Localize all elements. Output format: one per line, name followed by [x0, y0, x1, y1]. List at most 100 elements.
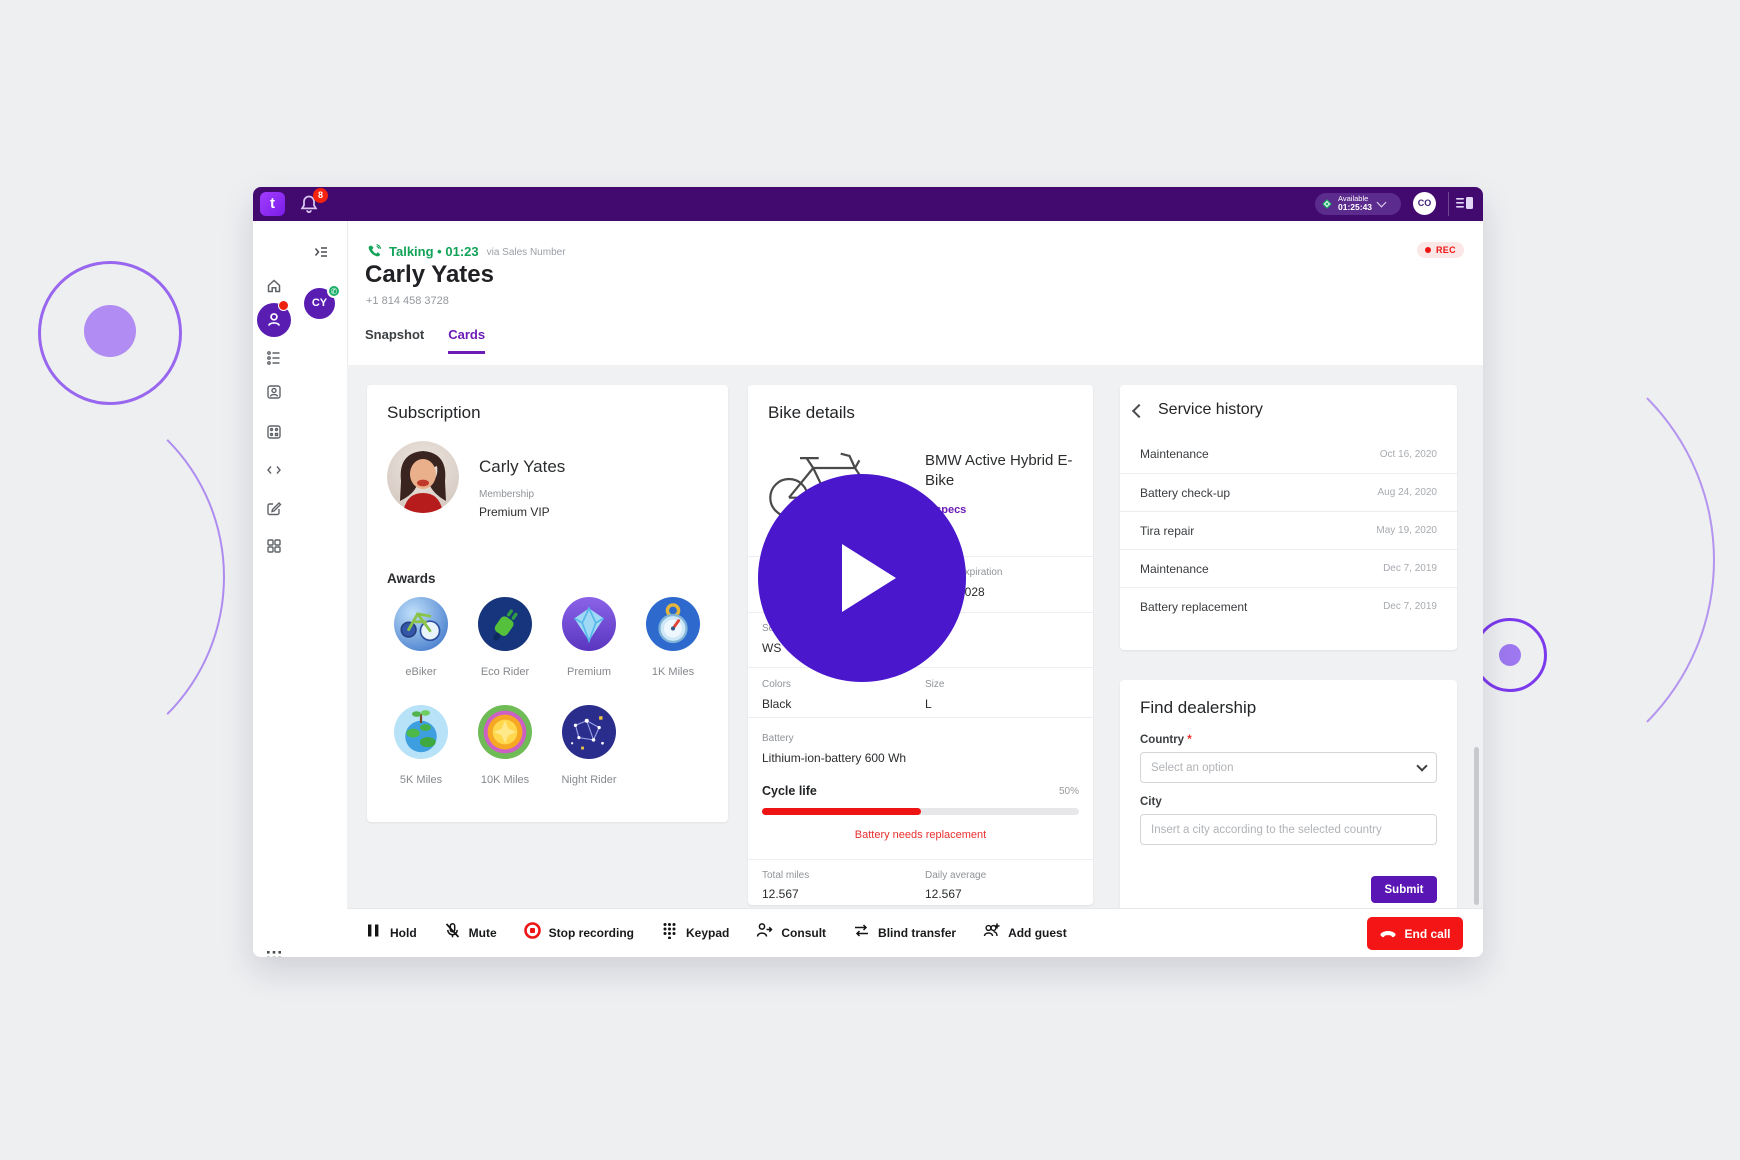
- size-label: Size: [925, 679, 945, 690]
- service-history-list: Maintenance Oct 16, 2020 Battery check-u…: [1120, 435, 1457, 625]
- award-5k-miles: 5K Miles: [379, 705, 463, 813]
- service-history-title: Service history: [1158, 401, 1263, 418]
- eco-rider-badge-icon: [478, 597, 532, 656]
- service-history-row: Battery check-up Aug 24, 2020: [1120, 473, 1457, 511]
- stop-recording-icon: [523, 922, 541, 944]
- ebiker-badge-icon: [394, 597, 448, 656]
- service-history-row: Maintenance Oct 16, 2020: [1140, 447, 1437, 461]
- country-select[interactable]: Select an option: [1140, 752, 1437, 783]
- call-state: Talking: [389, 244, 434, 259]
- call-status-row: Talking • 01:23 via Sales Number: [367, 244, 566, 259]
- service-history-row: Battery replacement Dec 7, 2019: [1120, 587, 1457, 625]
- dashboard-icon[interactable]: [266, 424, 282, 440]
- end-call-label: End call: [1404, 926, 1451, 941]
- find-dealership-card: Find dealership Country * Select an opti…: [1120, 680, 1457, 908]
- app-launcher-icon[interactable]: [266, 950, 282, 957]
- contact-name: Carly Yates: [365, 261, 494, 288]
- customer-photo: [387, 441, 459, 513]
- notifications-bell-icon[interactable]: [299, 194, 319, 214]
- topbar-divider: [1448, 192, 1449, 216]
- award-ebiker: eBiker: [379, 597, 463, 705]
- add-guest-button[interactable]: Add guest: [983, 922, 1067, 944]
- cycle-life-progress-fill: [762, 808, 921, 815]
- vertical-scrollbar[interactable]: [1474, 747, 1479, 905]
- divider: [748, 667, 1093, 668]
- blind-transfer-icon: [853, 922, 870, 944]
- apps-icon[interactable]: [266, 538, 282, 554]
- rec-label: REC: [1436, 245, 1456, 255]
- contact-tabs: Snapshot Cards: [365, 327, 486, 354]
- decor-dot-left: [84, 305, 136, 357]
- consult-icon: [756, 922, 773, 944]
- compose-icon[interactable]: [266, 500, 282, 516]
- expand-panel-icon[interactable]: [313, 244, 329, 260]
- conversations-badge: [278, 300, 289, 311]
- end-call-button[interactable]: End call: [1367, 917, 1463, 950]
- cycle-life-label: Cycle life: [762, 784, 817, 798]
- tab-cards[interactable]: Cards: [448, 327, 486, 354]
- back-chevron-icon[interactable]: [1131, 403, 1147, 419]
- play-button[interactable]: [758, 474, 966, 682]
- city-input[interactable]: [1140, 814, 1437, 845]
- serial-value: WS: [762, 641, 782, 655]
- award-night-rider: Night Rider: [547, 705, 631, 813]
- battery-label: Battery: [762, 733, 794, 744]
- cycle-life-progressbar: [762, 808, 1079, 815]
- home-icon[interactable]: [266, 278, 282, 294]
- 1k-miles-badge-icon: [646, 597, 700, 656]
- contact-phone: +1 814 458 3728: [366, 295, 449, 307]
- call-timer: 01:23: [445, 244, 479, 259]
- play-icon: [842, 544, 896, 612]
- conversation-rail: [300, 221, 347, 957]
- award-eco-rider: Eco Rider: [463, 597, 547, 705]
- call-control-bar: Hold Mute Stop recording Keypad Consult …: [347, 908, 1483, 957]
- battery-value: Lithium-ion-battery 600 Wh: [762, 751, 907, 765]
- divider: [748, 859, 1093, 860]
- award-1k-miles: 1K Miles: [631, 597, 715, 705]
- daily-average-value: 12.567: [925, 887, 962, 901]
- queue-list-icon[interactable]: [266, 350, 282, 366]
- end-call-phone-icon: [1379, 925, 1397, 943]
- mute-mic-icon: [444, 922, 461, 944]
- blind-transfer-button[interactable]: Blind transfer: [853, 922, 956, 944]
- consult-button[interactable]: Consult: [756, 922, 826, 944]
- status-available-icon: [1320, 197, 1334, 211]
- decor-arc-left: [0, 382, 225, 772]
- required-marker: *: [1187, 734, 1192, 746]
- decor-dot-right: [1499, 644, 1521, 666]
- stop-recording-button[interactable]: Stop recording: [523, 922, 634, 944]
- side-panel-toggle-icon[interactable]: [1456, 196, 1474, 211]
- mute-button[interactable]: Mute: [444, 922, 497, 944]
- on-call-phone-badge: ✆: [327, 284, 341, 298]
- award-premium: Premium: [547, 597, 631, 705]
- user-avatar[interactable]: CO: [1413, 192, 1436, 215]
- expiration-label: Expiration: [958, 567, 1003, 578]
- hold-button[interactable]: Hold: [365, 922, 417, 944]
- keypad-button[interactable]: Keypad: [661, 922, 729, 944]
- app-logo-icon[interactable]: t: [260, 192, 285, 216]
- rec-dot-icon: [1425, 247, 1431, 253]
- hold-icon: [365, 922, 382, 944]
- call-separator: •: [437, 244, 442, 259]
- recording-badge: REC: [1417, 242, 1464, 258]
- keypad-icon: [661, 922, 678, 944]
- contacts-icon[interactable]: [266, 384, 282, 400]
- night-rider-badge-icon: [562, 705, 616, 764]
- awards-title: Awards: [387, 571, 436, 586]
- battery-warning: Battery needs replacement: [854, 829, 987, 841]
- service-history-row: Maintenance Dec 7, 2019: [1120, 549, 1457, 587]
- talking-phone-icon: [367, 244, 382, 259]
- membership-label: Membership: [479, 489, 535, 500]
- service-history-card: Service history Maintenance Oct 16, 2020…: [1120, 385, 1457, 650]
- submit-button[interactable]: Submit: [1371, 876, 1437, 903]
- agent-status-selector[interactable]: Available 01:25:43: [1315, 193, 1401, 215]
- size-value: L: [925, 697, 932, 711]
- call-via: via Sales Number: [486, 247, 566, 258]
- tab-snapshot[interactable]: Snapshot: [365, 327, 425, 342]
- awards-grid: eBiker Eco Rider Premium 1K Miles 5K Mil…: [379, 597, 716, 813]
- code-icon[interactable]: [266, 462, 282, 478]
- status-label: Available: [1338, 194, 1369, 204]
- add-guest-icon: [983, 922, 1000, 944]
- total-miles-value: 12.567: [762, 887, 799, 901]
- membership-value: Premium VIP: [479, 505, 550, 519]
